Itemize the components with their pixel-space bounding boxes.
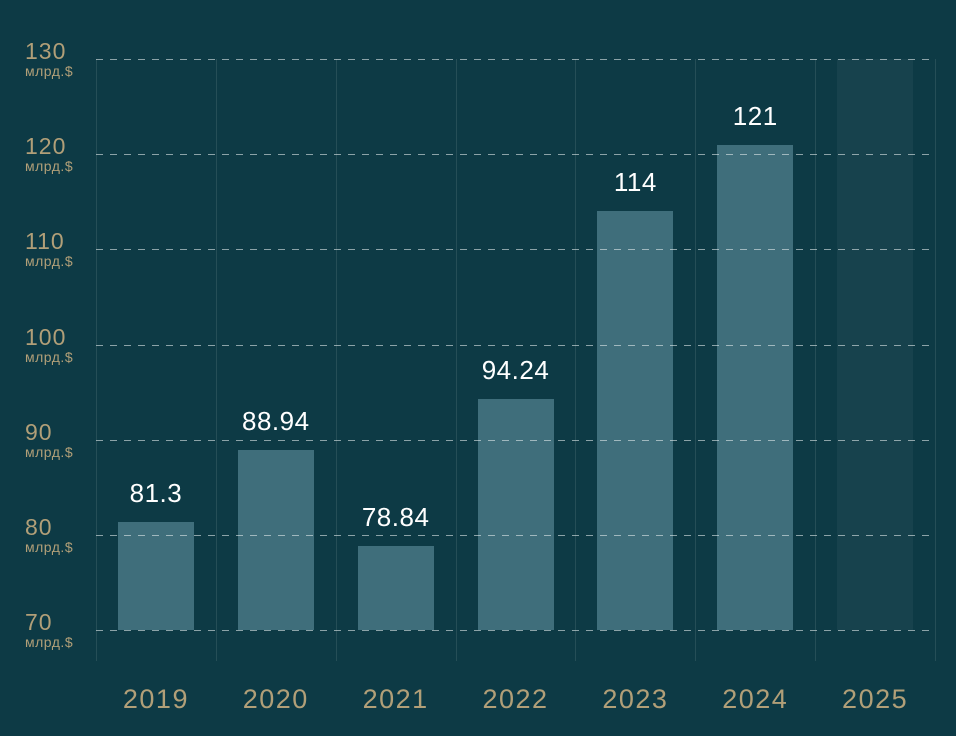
column-2021: 78.84 bbox=[336, 59, 456, 630]
x-axis-label-2019: 2019 bbox=[122, 684, 189, 714]
y-tick-value: 110 bbox=[25, 228, 65, 255]
bar-2024: 121 bbox=[717, 101, 794, 630]
x-axis-label-2024: 2024 bbox=[722, 684, 789, 714]
y-tick-value: 130 bbox=[25, 38, 67, 65]
gridline-130 bbox=[96, 59, 935, 60]
y-tick-unit: млрд.$ bbox=[25, 63, 74, 80]
plot-area: 81.3 88.94 78.84 94.24 114 121 bbox=[96, 59, 935, 631]
x-axis-label-2023: 2023 bbox=[602, 684, 669, 714]
y-tick-unit: млрд.$ bbox=[25, 253, 74, 270]
bar-value-label: 94.24 bbox=[481, 355, 550, 386]
bar-value-label: 88.94 bbox=[241, 405, 310, 436]
gridline-90 bbox=[96, 439, 935, 441]
gridline-100 bbox=[96, 344, 935, 346]
bar-value-label: 78.84 bbox=[361, 501, 430, 532]
x-axis-label-2022: 2022 bbox=[482, 684, 549, 714]
bar-2021: 78.84 bbox=[357, 502, 434, 630]
bar-2022: 94.24 bbox=[477, 355, 554, 630]
y-tick-value: 90 bbox=[25, 418, 53, 445]
y-axis-tick-70: 70 млрд.$ bbox=[25, 610, 73, 650]
y-tick-unit: млрд.$ bbox=[25, 348, 74, 365]
x-axis-label-2020: 2020 bbox=[242, 684, 309, 714]
y-tick-unit: млрд.$ bbox=[25, 539, 74, 556]
y-tick-value: 100 bbox=[25, 323, 67, 350]
y-tick-value: 70 bbox=[25, 609, 53, 636]
y-axis-tick-80: 80 млрд.$ bbox=[25, 515, 73, 555]
bar-value-label: 81.3 bbox=[129, 478, 183, 509]
y-axis-tick-130: 130 млрд.$ bbox=[25, 39, 73, 79]
y-axis-tick-120: 120 млрд.$ bbox=[25, 134, 73, 174]
bar-2023: 114 bbox=[597, 167, 674, 630]
gridline-70 bbox=[96, 630, 935, 631]
bar-2020: 88.94 bbox=[237, 406, 314, 630]
vertical-line bbox=[935, 59, 936, 661]
x-axis-label-2025: 2025 bbox=[842, 684, 909, 714]
x-axis: 2019 2020 2021 2022 2023 2024 2025 bbox=[96, 684, 935, 715]
y-tick-unit: млрд.$ bbox=[25, 158, 74, 175]
y-axis-tick-100: 100 млрд.$ bbox=[25, 323, 74, 365]
y-tick-unit: млрд.$ bbox=[25, 443, 74, 460]
bar-value-label: 121 bbox=[732, 100, 778, 131]
gridline-110 bbox=[96, 249, 935, 251]
column-2019: 81.3 bbox=[96, 59, 216, 630]
column-2024: 121 bbox=[695, 59, 815, 630]
y-tick-value: 120 bbox=[25, 133, 67, 160]
gridline-80 bbox=[96, 534, 935, 536]
column-2023: 114 bbox=[575, 59, 695, 630]
gridline-120 bbox=[96, 154, 935, 156]
y-tick-unit: млрд.$ bbox=[25, 634, 74, 651]
y-axis-tick-110: 110 млрд.$ bbox=[25, 229, 73, 269]
column-2020: 88.94 bbox=[216, 59, 336, 630]
column-2022: 94.24 bbox=[456, 59, 576, 630]
y-axis-tick-90: 90 млрд.$ bbox=[25, 420, 73, 460]
bar-value-label: 114 bbox=[613, 167, 657, 198]
bar-2019: 81.3 bbox=[117, 478, 194, 630]
x-axis-label-2021: 2021 bbox=[362, 684, 429, 714]
y-axis: 130 млрд.$ 120 млрд.$ 110 млрд.$ 100 млрд.$ 90 мл… bbox=[25, 39, 95, 649]
y-tick-value: 80 bbox=[25, 513, 53, 540]
